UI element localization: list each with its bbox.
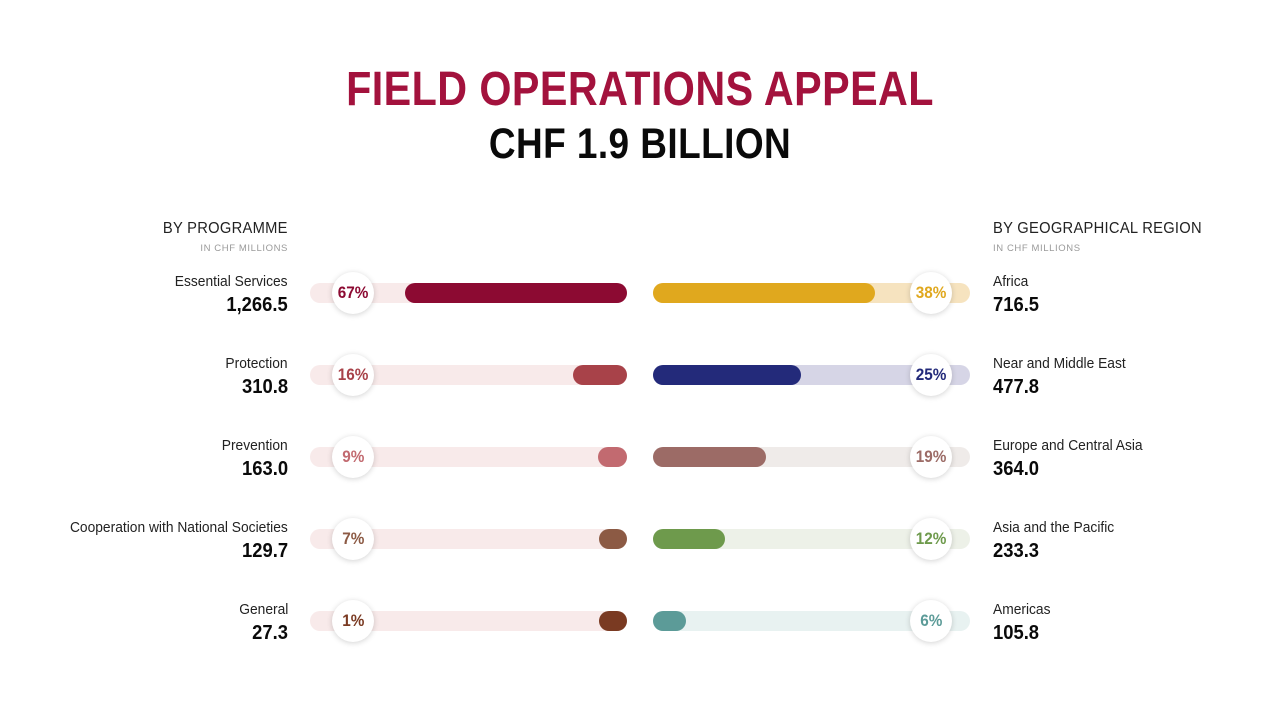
- bar-track: [653, 529, 970, 549]
- bar-track: [653, 365, 970, 385]
- percent-badge: 6%: [910, 600, 952, 642]
- category-label: General: [238, 601, 288, 618]
- percent-badge: 38%: [910, 272, 952, 314]
- category-label: Africa: [993, 273, 1029, 290]
- percent-badge: 7%: [332, 518, 374, 560]
- bar: [599, 611, 627, 631]
- percent-label: 1%: [341, 611, 365, 630]
- category-label: Prevention: [222, 437, 288, 454]
- region-heading: BY GEOGRAPHICAL REGION: [993, 220, 1202, 237]
- bar-track: [653, 283, 970, 303]
- bar: [653, 283, 875, 303]
- value-label: 477.8: [993, 376, 1040, 398]
- percent-badge: 19%: [910, 436, 952, 478]
- page-title: FIELD OPERATIONS APPEAL: [346, 63, 934, 116]
- percent-label: 25%: [915, 365, 947, 384]
- bar: [653, 447, 766, 467]
- percent-label: 16%: [337, 365, 369, 384]
- percent-badge: 9%: [332, 436, 374, 478]
- bar-track: [310, 611, 627, 631]
- value-label: 364.0: [993, 458, 1040, 480]
- bar: [598, 447, 627, 467]
- percent-badge: 1%: [332, 600, 374, 642]
- programme-unit: IN CHF MILLIONS: [200, 243, 288, 254]
- value-label: 310.8: [241, 376, 288, 398]
- value-label: 233.3: [993, 540, 1040, 562]
- bar: [572, 365, 627, 385]
- bar-track: [310, 365, 627, 385]
- region-unit: IN CHF MILLIONS: [993, 243, 1081, 254]
- percent-label: 7%: [341, 529, 365, 548]
- bar-track: [310, 447, 627, 467]
- value-label: 163.0: [241, 458, 288, 480]
- bar-track: [310, 283, 627, 303]
- bar: [599, 529, 627, 549]
- category-label: Europe and Central Asia: [993, 437, 1143, 454]
- category-label: Cooperation with National Societies: [70, 519, 288, 536]
- page-subtitle: CHF 1.9 BILLION: [488, 120, 792, 168]
- value-label: 1,266.5: [226, 294, 288, 316]
- percent-label: 12%: [915, 529, 947, 548]
- category-label: Asia and the Pacific: [993, 519, 1115, 536]
- bar-track: [653, 447, 970, 467]
- bar: [653, 529, 726, 549]
- percent-label: 9%: [341, 447, 365, 466]
- percent-label: 19%: [915, 447, 947, 466]
- bar: [653, 611, 686, 631]
- bar: [405, 283, 627, 303]
- value-label: 27.3: [252, 622, 288, 644]
- value-label: 129.7: [241, 540, 288, 562]
- category-label: Protection: [225, 355, 288, 372]
- bar: [653, 365, 801, 385]
- category-label: Near and Middle East: [993, 355, 1126, 372]
- percent-badge: 67%: [332, 272, 374, 314]
- value-label: 716.5: [993, 294, 1040, 316]
- percent-label: 6%: [919, 611, 943, 630]
- bar-track: [310, 529, 627, 549]
- bar-track: [653, 611, 970, 631]
- percent-badge: 12%: [910, 518, 952, 560]
- programme-heading: BY PROGRAMME: [163, 220, 288, 237]
- percent-label: 67%: [337, 283, 369, 302]
- category-label: Americas: [993, 601, 1051, 618]
- percent-badge: 25%: [910, 354, 952, 396]
- percent-label: 38%: [915, 283, 947, 302]
- percent-badge: 16%: [332, 354, 374, 396]
- value-label: 105.8: [993, 622, 1040, 644]
- category-label: Essential Services: [175, 273, 288, 290]
